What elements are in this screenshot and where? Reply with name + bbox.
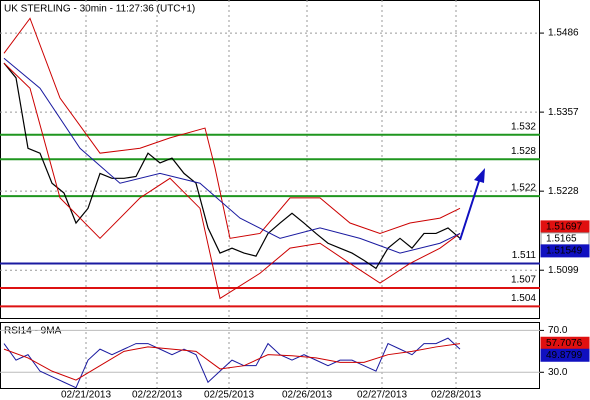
level-label: 1.528 (511, 146, 536, 157)
price-tag-label: 1.5165 (546, 234, 577, 245)
level-label: 1.507 (511, 275, 536, 286)
y-tick-label: 1.5486 (548, 28, 579, 39)
indicator-line (3, 57, 461, 254)
rsi-line (3, 337, 461, 389)
price-tag (540, 244, 590, 258)
chart-title: UK STERLING - 30min - 11:27:36 (UTC+1) (4, 4, 195, 15)
level-label: 1.532 (511, 121, 536, 132)
price-tag-label: 1.51697 (546, 222, 583, 233)
x-tick-label: 02/21/2013 (61, 390, 111, 400)
x-tick-label: 02/22/2013 (132, 390, 182, 400)
price-tag-label: 49.8799 (546, 350, 583, 361)
indicator-line (3, 17, 461, 239)
y-tick-label: 1.5099 (548, 265, 579, 276)
rsi-panel (0, 322, 540, 389)
level-label: 1.522 (511, 183, 536, 194)
trend-arrow (459, 168, 485, 241)
level-label: 1.504 (511, 293, 536, 304)
x-tick-label: 02/27/2013 (357, 390, 407, 400)
y-tick-label: 1.5357 (548, 107, 579, 118)
price-tag-label: 57.7076 (546, 338, 583, 349)
y-tick-label: 30.0 (548, 367, 568, 378)
price-tag-label: 1.51549 (546, 246, 583, 257)
rsi-title: RSI14 - 9MA (4, 326, 62, 337)
level-label: 1.511 (512, 250, 537, 261)
rsi-ma-line (3, 343, 461, 381)
y-tick-label: 70.0 (548, 325, 568, 336)
x-tick-label: 02/25/2013 (204, 390, 254, 400)
x-tick-label: 02/28/2013 (431, 390, 481, 400)
y-tick-label: 1.5228 (548, 186, 579, 197)
x-tick-label: 02/26/2013 (282, 390, 332, 400)
indicator-line (3, 62, 461, 300)
price-tag (540, 348, 590, 362)
